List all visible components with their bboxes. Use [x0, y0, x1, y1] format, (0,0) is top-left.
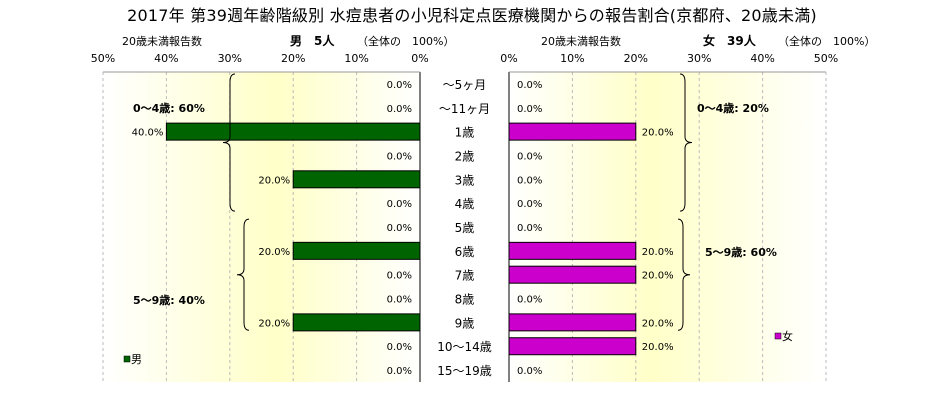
male-bar	[165, 122, 421, 141]
male-data-label: 0.0%	[387, 80, 412, 91]
legend-female-swatch	[774, 332, 782, 340]
female-bar	[508, 337, 637, 356]
male-data-label: 20.0%	[258, 318, 290, 329]
category-label: ～11ヶ月	[439, 102, 490, 116]
female-data-label: 0.0%	[517, 199, 542, 210]
female-data-label: 20.0%	[642, 128, 674, 139]
male-data-label: 0.0%	[387, 271, 412, 282]
right-group-label: 女 39人	[703, 34, 756, 48]
female-data-label: 0.0%	[517, 104, 542, 115]
male-data-label: 0.0%	[387, 104, 412, 115]
category-label: 7歳	[455, 269, 475, 283]
category-label: 5歳	[455, 221, 475, 235]
left-tick-label: 50%	[91, 52, 115, 65]
category-label: ～5ヶ月	[443, 78, 487, 92]
female-data-label: 20.0%	[642, 342, 674, 353]
category-label: 10～14歳	[437, 340, 492, 354]
male-data-label: 40.0%	[132, 128, 164, 139]
left-annotation-age0-4: 0～4歳: 60%	[133, 101, 205, 115]
female-bar	[508, 241, 637, 260]
category-label: 3歳	[455, 173, 475, 187]
left-brace-age5-9	[236, 218, 250, 331]
category-label: 15～19歳	[437, 364, 492, 378]
right-tick-label: 40%	[750, 52, 774, 65]
female-data-label: 0.0%	[517, 223, 542, 234]
male-data-label: 20.0%	[258, 175, 290, 186]
right-tick-label: 30%	[687, 52, 711, 65]
legend-male-label: 男	[131, 353, 142, 366]
chart-title: 2017年 第39週年齢階級別 水痘患者の小児科定点医療機関からの報告割合(京都…	[127, 6, 817, 25]
female-data-label: 20.0%	[642, 247, 674, 258]
right-annotation-age5-9: 5～9歳: 60%	[705, 245, 777, 259]
female-data-label: 0.0%	[517, 80, 542, 91]
left-group-label: 男 5人	[290, 34, 335, 48]
right-tick-label: 0%	[500, 52, 517, 65]
left-annotation-age5-9: 5～9歳: 40%	[133, 293, 205, 307]
male-data-label: 0.0%	[387, 295, 412, 306]
right-annotation-age0-4: 0～4歳: 20%	[697, 101, 769, 115]
left-count-label: 20歳未満報告数	[122, 35, 202, 48]
category-label: 4歳	[455, 197, 475, 211]
left-brace-age0-4	[222, 73, 236, 212]
right-count-label: 20歳未満報告数	[541, 35, 621, 48]
left-tick-label: 10%	[344, 52, 368, 65]
left-total-label: （全体の 100%）	[357, 35, 455, 48]
male-bar	[292, 241, 421, 260]
category-label: 2歳	[455, 149, 475, 163]
female-data-label: 20.0%	[642, 271, 674, 282]
female-data-label: 0.0%	[517, 366, 542, 377]
male-data-label: 0.0%	[387, 223, 412, 234]
left-plot-background	[103, 72, 420, 382]
right-brace-age0-4	[679, 73, 693, 212]
female-data-label: 0.0%	[517, 295, 542, 306]
category-label: 1歳	[455, 126, 475, 140]
category-label: 6歳	[455, 245, 475, 259]
male-data-label: 20.0%	[258, 247, 290, 258]
right-tick-label: 10%	[560, 52, 584, 65]
left-tick-label: 40%	[154, 52, 178, 65]
female-bar	[508, 122, 637, 141]
female-data-label: 0.0%	[517, 151, 542, 162]
female-data-label: 0.0%	[517, 175, 542, 186]
male-data-label: 0.0%	[387, 151, 412, 162]
category-label: 9歳	[455, 316, 475, 330]
left-tick-label: 20%	[281, 52, 305, 65]
male-bar	[292, 170, 421, 189]
male-data-label: 0.0%	[387, 342, 412, 353]
male-bar	[292, 313, 421, 332]
legend-male-swatch	[123, 355, 131, 363]
female-bar	[508, 313, 637, 332]
left-tick-label: 30%	[218, 52, 242, 65]
right-tick-label: 50%	[814, 52, 838, 65]
left-tick-label: 0%	[411, 52, 428, 65]
female-data-label: 20.0%	[642, 318, 674, 329]
female-bar	[508, 265, 637, 284]
category-label: 8歳	[455, 293, 475, 307]
right-total-label: （全体の 100%）	[778, 35, 876, 48]
right-tick-label: 20%	[624, 52, 648, 65]
right-brace-age5-9	[677, 218, 691, 331]
male-data-label: 0.0%	[387, 366, 412, 377]
legend-female-label: 女	[782, 329, 793, 343]
male-data-label: 0.0%	[387, 199, 412, 210]
